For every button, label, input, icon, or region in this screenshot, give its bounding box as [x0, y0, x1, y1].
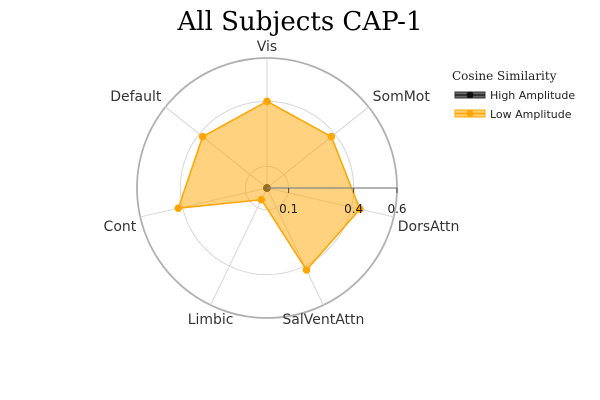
legend-title: Cosine Similarity: [452, 69, 557, 83]
data-point-low-amplitude-cont[interactable]: [174, 204, 183, 213]
axis-label-limbic: Limbic: [188, 312, 234, 328]
radial-ticks: 0.1 0.4 0.6: [267, 187, 407, 216]
axis-label-salventattn: SalVentAttn: [282, 312, 364, 328]
tick-label: 0.6: [387, 202, 406, 216]
data-point-low-amplitude-vis[interactable]: [263, 97, 271, 106]
legend-marker-low-amplitude: [466, 110, 474, 117]
axis-label-vis: Vis: [257, 39, 277, 55]
data-point-low-amplitude-sommot[interactable]: [327, 132, 336, 141]
radar-series: [174, 97, 364, 274]
chart-title: All Subjects CAP-1: [176, 7, 422, 37]
axis-labels: Vis SomMot DorsAttn SalVentAttn Limbic Cont De…: [104, 39, 460, 328]
spoke-limbic: [210, 187, 268, 306]
series-area-low-amplitude: [177, 100, 361, 272]
axis-label-sommot: SomMot: [373, 89, 431, 105]
data-point-low-amplitude-salventattn[interactable]: [302, 266, 311, 274]
tick-label: 0.1: [279, 202, 298, 216]
data-point-low-amplitude-dorsattn[interactable]: [356, 205, 364, 214]
axis-label-dorsattn: DorsAttn: [398, 219, 460, 235]
legend-label-high-amplitude: High Amplitude: [490, 89, 575, 102]
legend-marker-high-amplitude: [466, 91, 474, 99]
legend-entry-high-amplitude[interactable]: High Amplitude: [454, 89, 575, 102]
data-point-low-amplitude-limbic[interactable]: [257, 195, 266, 204]
legend-label-low-amplitude: Low Amplitude: [490, 108, 572, 121]
tick-label: 0.4: [344, 202, 363, 216]
legend-entry-low-amplitude[interactable]: Low Amplitude: [454, 108, 572, 121]
legend: Cosine Similarity High Amplitude Low Amp…: [452, 69, 575, 121]
data-point-low-amplitude-default[interactable]: [198, 132, 207, 141]
axis-label-cont: Cont: [104, 219, 137, 235]
axis-label-default: Default: [110, 89, 162, 105]
